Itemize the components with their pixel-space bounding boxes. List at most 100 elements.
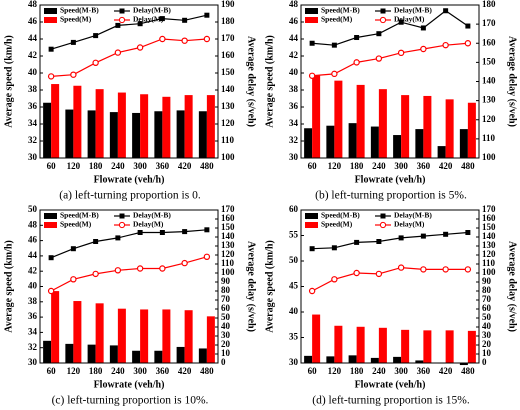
y-tick-label: 40: [289, 306, 299, 316]
x-tick-label: 180: [350, 161, 364, 171]
bar: [393, 135, 402, 158]
legend-label: Speed(M): [321, 15, 353, 24]
marker: [398, 19, 404, 25]
legend-label: Speed(M-B): [60, 211, 99, 220]
marker: [375, 270, 383, 278]
marker: [70, 276, 77, 283]
y2-tick-label: 120: [482, 114, 496, 124]
marker: [464, 40, 472, 47]
x-tick-label: 60: [308, 366, 318, 376]
marker: [376, 31, 382, 37]
y2-tick-label: 20: [482, 339, 492, 349]
marker: [136, 265, 144, 272]
line: [50, 229, 207, 259]
legend-label: Delay(M): [133, 220, 164, 229]
y-tick-label: 32: [28, 342, 38, 352]
legend-marker: [119, 213, 125, 219]
y2-tick-label: 110: [221, 258, 235, 268]
marker: [70, 246, 76, 252]
bar: [304, 355, 313, 363]
bar: [326, 125, 335, 158]
bar: [162, 96, 171, 158]
x-tick-label: 420: [439, 161, 453, 171]
caption: (b) left-turning proportion is 5%.: [315, 190, 467, 202]
y2-tick-label: 190: [221, 0, 235, 9]
legend-swatch: [305, 213, 318, 219]
y2-tick-label: 160: [221, 213, 235, 223]
bar: [109, 112, 118, 158]
line: [312, 42, 468, 77]
bar: [140, 309, 149, 363]
legend-label: Speed(M-B): [321, 211, 360, 220]
y2-tick-label: 180: [221, 16, 235, 26]
legend-swatch: [305, 222, 318, 228]
marker: [181, 37, 188, 44]
marker: [182, 17, 188, 23]
bar: [65, 343, 74, 363]
legend-swatch: [305, 8, 318, 14]
y2-tick-label: 50: [221, 312, 231, 322]
x-tick-label: 420: [178, 161, 192, 171]
x-tick-label: 360: [417, 366, 431, 376]
y2-tick-label: 30: [221, 330, 231, 340]
y-tick-label: 36: [289, 101, 299, 111]
marker: [48, 255, 54, 261]
y-tick-label: 35: [289, 332, 299, 342]
y-tick-label: 34: [28, 118, 38, 128]
bar: [132, 112, 141, 158]
bar: [117, 92, 126, 158]
marker: [420, 25, 426, 31]
y2-axis-label: Average delay (s/veh): [507, 36, 518, 127]
x-tick-label: 180: [350, 366, 364, 376]
bar: [401, 329, 410, 363]
y2-tick-label: 150: [482, 222, 496, 232]
y-tick-label: 32: [289, 135, 299, 145]
x-tick-label: 240: [111, 161, 125, 171]
marker: [47, 73, 55, 80]
bar: [73, 301, 82, 363]
x-tick-label: 60: [308, 161, 318, 171]
line: [50, 256, 208, 292]
legend-label: Delay(M-B): [394, 6, 432, 15]
y2-tick-label: 160: [221, 50, 235, 60]
y-tick-label: 44: [28, 33, 38, 43]
legend-swatch: [44, 17, 57, 23]
y2-tick-label: 100: [482, 267, 496, 277]
legend-swatch: [44, 213, 57, 219]
y-tick-label: 34: [289, 118, 299, 128]
bar: [65, 109, 74, 158]
caption: (c) left-turning proportion is 10%.: [52, 395, 209, 407]
legend-swatch: [44, 222, 57, 228]
y2-tick-label: 180: [482, 0, 496, 9]
bar: [95, 89, 104, 158]
marker: [442, 266, 449, 273]
y-tick-label: 30: [28, 152, 38, 162]
marker: [420, 45, 427, 53]
marker: [354, 239, 360, 245]
marker: [443, 8, 449, 14]
bar: [334, 80, 343, 158]
x-tick-label: 240: [111, 366, 125, 376]
bar: [198, 111, 207, 158]
y2-tick-label: 80: [482, 285, 492, 295]
y2-tick-label: 90: [482, 276, 492, 286]
bar: [348, 123, 357, 158]
bar: [459, 363, 468, 366]
y-axis-label: Average speed (km/h): [3, 240, 14, 333]
line: [312, 9, 469, 46]
y2-tick-label: 30: [482, 330, 492, 340]
bar: [176, 110, 185, 158]
bar: [109, 345, 118, 363]
bar: [154, 350, 163, 363]
line: [50, 14, 208, 50]
marker: [331, 276, 338, 283]
legend-label: Delay(M-B): [133, 6, 171, 15]
bar: [459, 129, 468, 158]
bar: [87, 110, 96, 158]
y2-tick-label: 140: [221, 231, 235, 241]
plot-frame: [39, 209, 219, 364]
legend-marker: [380, 8, 386, 14]
chart-panel: 3032343638404244464850010203040506070809…: [3, 204, 256, 407]
y2-tick-label: 40: [221, 321, 231, 331]
chart-panel: 30 32 34 36 38 40 42 44 46 48 100 110 120 130 140 150 16…: [264, 0, 517, 202]
